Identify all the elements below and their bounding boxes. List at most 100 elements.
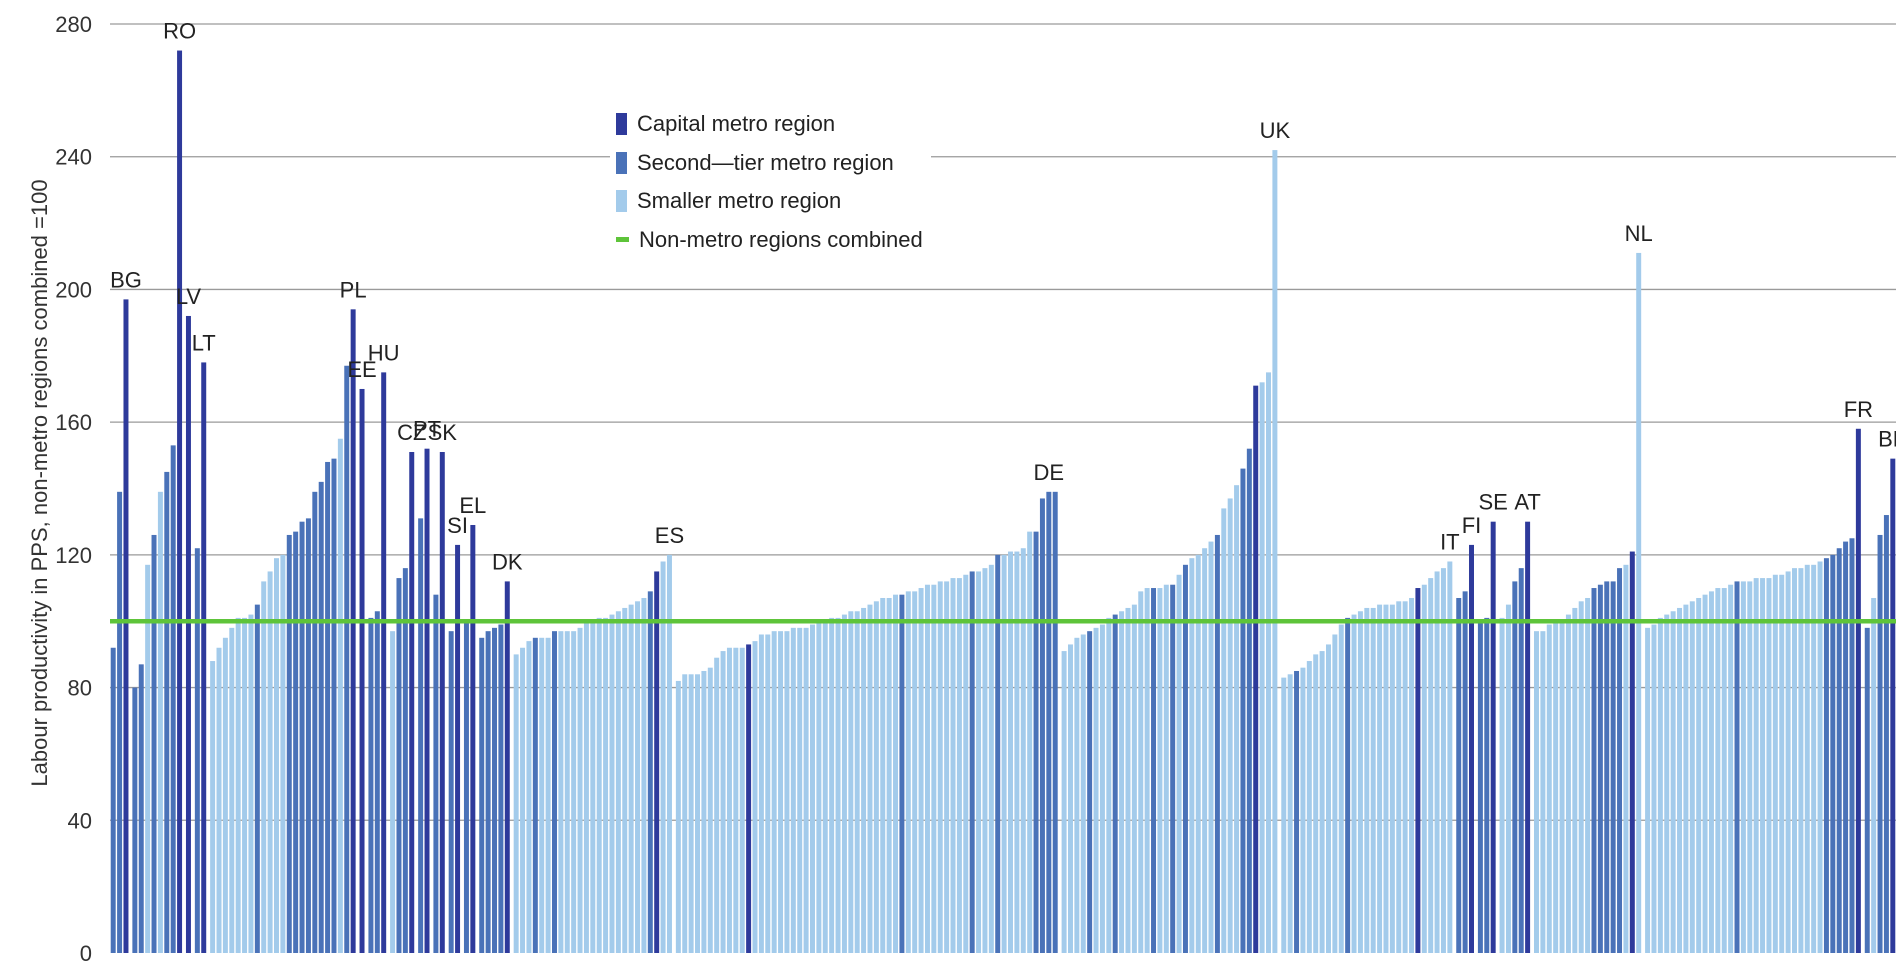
y-tick-label: 160: [55, 410, 92, 435]
bar: [1052, 491, 1058, 953]
bar: [1246, 448, 1252, 953]
bar: [1001, 554, 1007, 953]
bar: [1421, 584, 1427, 953]
bar: [720, 651, 726, 953]
bar: [337, 438, 343, 953]
bar: [1645, 627, 1651, 953]
bar: [1176, 574, 1182, 953]
legend-label-smaller: Smaller metro region: [637, 188, 842, 214]
legend-label-non-metro: Non-metro regions combined: [639, 226, 923, 252]
bar: [350, 309, 356, 954]
bar: [695, 674, 701, 953]
bar: [1772, 574, 1778, 953]
bar: [1623, 564, 1629, 953]
bar: [381, 372, 387, 953]
bar: [1877, 534, 1883, 953]
bar: [222, 637, 228, 953]
bar: [1008, 551, 1013, 953]
bar: [1131, 604, 1137, 953]
bar: [248, 614, 254, 953]
bar: [1214, 534, 1220, 953]
bar: [1670, 611, 1676, 953]
bar: [539, 637, 545, 953]
bar: [1760, 578, 1766, 953]
bar: [344, 365, 350, 954]
bar: [551, 631, 557, 953]
bar: [1578, 601, 1584, 953]
bar: [424, 448, 430, 953]
bar: [1890, 458, 1896, 953]
bar: [1512, 581, 1518, 953]
bar: [1604, 581, 1610, 953]
bar: [956, 578, 962, 953]
legend-item-non-metro: Non-metro regions combined: [616, 221, 923, 260]
country-label: LV: [176, 284, 202, 309]
bar: [1830, 554, 1836, 953]
bar: [396, 578, 402, 953]
bar: [1067, 644, 1073, 953]
bar: [286, 534, 292, 953]
bar: [1565, 614, 1571, 953]
bar: [1020, 548, 1026, 953]
bar: [485, 631, 491, 953]
bar: [229, 627, 235, 953]
bar: [170, 445, 176, 953]
bar: [513, 654, 519, 953]
bar: [950, 578, 956, 953]
bar: [1499, 617, 1505, 953]
bar: [622, 607, 628, 953]
bar: [1484, 617, 1490, 953]
bar: [1377, 604, 1383, 953]
bar: [1792, 568, 1797, 953]
bar: [615, 611, 621, 953]
bar: [1033, 531, 1039, 953]
bar: [564, 631, 570, 953]
bar: [1546, 624, 1552, 953]
bar: [520, 647, 526, 953]
bar: [982, 568, 988, 953]
bar: [1287, 674, 1293, 953]
bar: [1440, 568, 1446, 953]
legend-item-smaller: Smaller metro region: [616, 182, 923, 221]
bars: [110, 50, 1896, 954]
bar: [790, 627, 796, 953]
bar: [1099, 624, 1105, 953]
bar: [1823, 558, 1829, 953]
bar: [603, 617, 609, 953]
bar: [835, 617, 841, 953]
bar: [1505, 604, 1511, 953]
bar: [1125, 607, 1131, 953]
bar: [899, 594, 905, 953]
bar: [937, 581, 943, 953]
bar: [151, 534, 157, 953]
bar: [1456, 597, 1462, 953]
bar: [1319, 651, 1325, 953]
legend-swatch-second-tier: [616, 151, 627, 174]
bar: [492, 627, 497, 953]
bar: [886, 597, 892, 953]
bar: [418, 518, 424, 953]
bar: [1074, 637, 1080, 953]
bar: [571, 631, 577, 953]
bar: [1585, 597, 1591, 953]
bar: [1014, 551, 1020, 953]
bar: [746, 644, 752, 953]
bar: [1617, 568, 1623, 953]
bar: [1259, 382, 1265, 953]
bar: [628, 604, 634, 953]
bar: [822, 621, 828, 953]
bar: [1253, 385, 1259, 953]
legend-item-second-tier: Second—tier metro region: [616, 144, 923, 183]
bar: [647, 591, 653, 953]
bar: [1871, 597, 1877, 953]
bar: [1106, 617, 1112, 953]
y-axis-label: Labour productivity in PPS, non-metro re…: [27, 179, 52, 787]
bar: [1591, 588, 1597, 953]
bar: [1708, 591, 1714, 953]
bar: [1629, 551, 1635, 953]
bar: [1325, 644, 1331, 953]
bar: [752, 641, 758, 953]
country-label: SE: [1478, 490, 1507, 515]
bar: [1281, 677, 1287, 953]
bar: [318, 481, 324, 953]
